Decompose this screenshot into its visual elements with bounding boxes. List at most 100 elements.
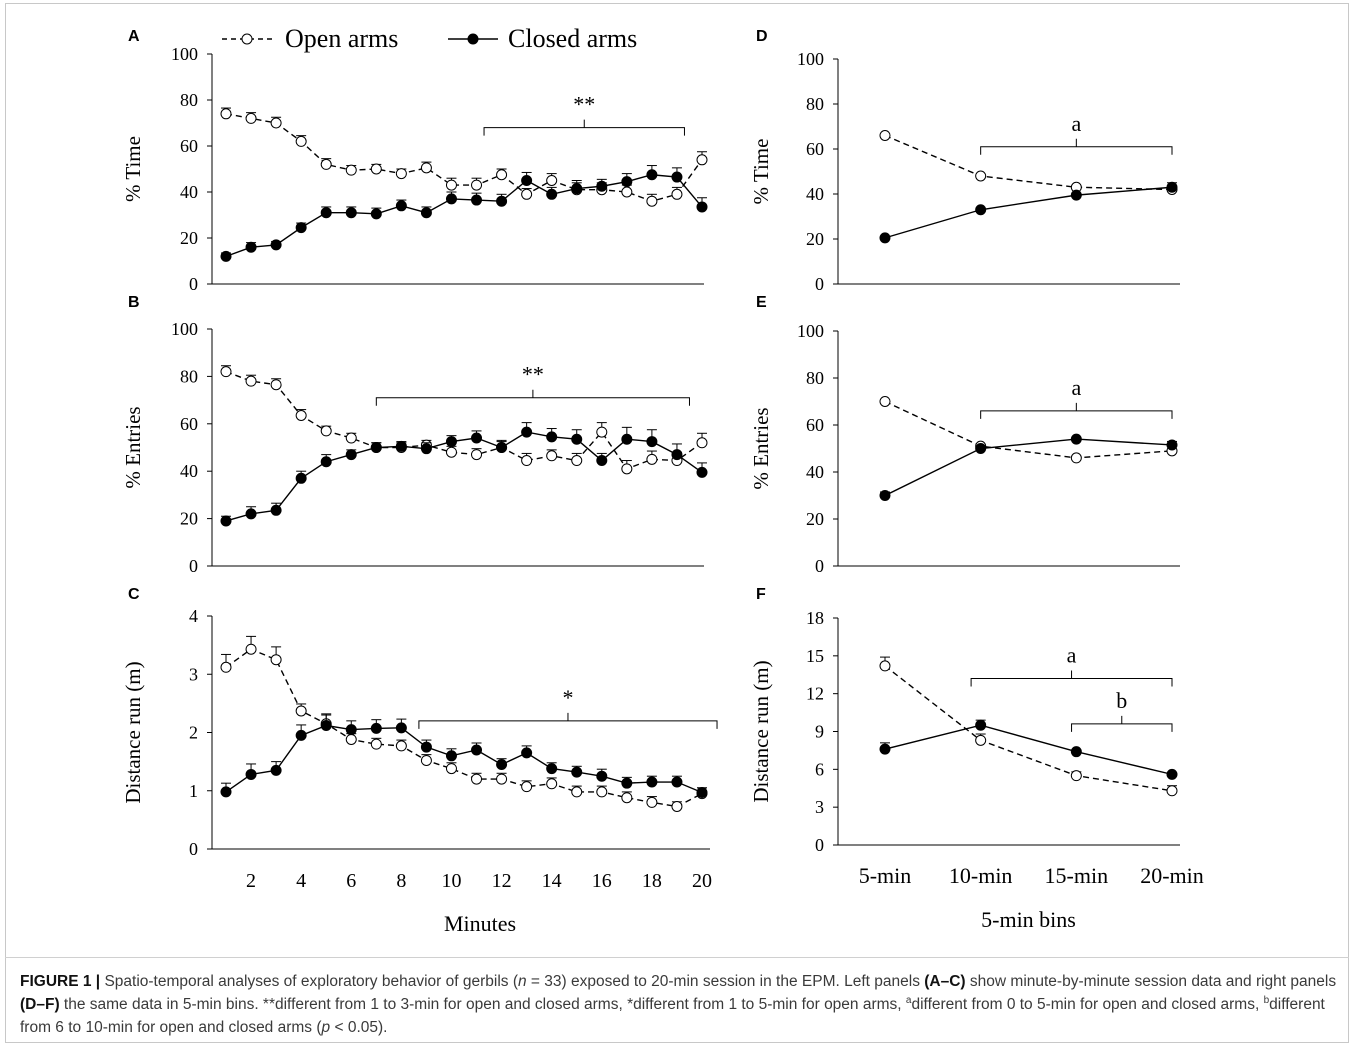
- significance-label: a: [1071, 375, 1081, 400]
- data-point: [521, 175, 533, 186]
- data-point: [320, 425, 332, 437]
- series-open-arms: [879, 656, 1178, 797]
- data-point: [879, 396, 891, 407]
- series-open-arms: [220, 635, 708, 812]
- data-point: [370, 722, 382, 734]
- data-point: [270, 504, 282, 516]
- y-tick-label: 20: [180, 509, 198, 529]
- y-tick-label: 100: [797, 321, 824, 341]
- data-point: [395, 440, 407, 452]
- series-closed-arms: [879, 433, 1178, 501]
- x-axis-label: Minutes: [444, 911, 516, 936]
- data-point: [671, 449, 683, 461]
- y-axis-label: Distance run (m): [749, 660, 773, 802]
- data-point: [270, 764, 282, 776]
- data-point: [546, 431, 558, 443]
- data-point: [571, 766, 583, 778]
- caption-text: different from 0 to 5-min for open and c…: [911, 996, 1264, 1013]
- data-point: [596, 180, 608, 192]
- data-point: [975, 443, 987, 454]
- data-point: [295, 472, 307, 484]
- x-tick-label: 14: [542, 870, 562, 892]
- y-tick-label: 3: [189, 664, 198, 684]
- chart-panel-b: B 0 20 40 60 80 100 % Entries **: [121, 294, 708, 576]
- data-point: [295, 729, 307, 741]
- legend-closed-label: Closed arms: [508, 24, 637, 53]
- data-point: [245, 508, 257, 520]
- y-tick-label: 80: [806, 94, 824, 114]
- data-point: [295, 410, 307, 422]
- x-tick-label: 20: [692, 870, 712, 892]
- data-point: [420, 741, 432, 753]
- data-point: [646, 195, 658, 207]
- series-line: [225, 174, 703, 258]
- data-point: [571, 433, 583, 445]
- caption-text: the same data in 5-min bins. **different…: [59, 996, 906, 1013]
- data-point: [345, 207, 357, 219]
- data-point: [370, 738, 382, 750]
- data-point: [671, 800, 683, 812]
- x-tick-label: 10-min: [949, 863, 1013, 888]
- data-point: [1070, 433, 1082, 445]
- data-point: [671, 188, 683, 200]
- data-point: [295, 705, 307, 717]
- y-tick-label: 3: [815, 797, 824, 817]
- data-point: [521, 188, 533, 200]
- caption-p: p: [321, 1019, 331, 1036]
- data-point: [975, 170, 987, 182]
- caption-text: = 33) exposed to 20-min session in the E…: [526, 973, 925, 990]
- series-line: [884, 665, 1173, 792]
- data-point: [571, 455, 583, 467]
- x-axis-label: 5-min bins: [981, 907, 1076, 932]
- y-tick-label: 100: [797, 49, 824, 69]
- data-point: [546, 450, 558, 462]
- data-point: [395, 168, 407, 180]
- x-tick-label: 2: [246, 870, 256, 892]
- series-closed-arms: [879, 719, 1178, 780]
- data-point: [546, 175, 558, 186]
- data-point: [395, 722, 407, 734]
- caption-sup: b: [1263, 994, 1270, 1006]
- data-point: [546, 778, 558, 790]
- y-tick-label: 100: [171, 319, 198, 339]
- significance-label: a: [1067, 643, 1077, 668]
- data-point: [975, 204, 987, 216]
- data-point: [345, 449, 357, 461]
- data-point: [345, 733, 357, 745]
- data-point: [345, 724, 357, 736]
- series-line: [884, 724, 1173, 776]
- series-closed-arms: [879, 181, 1178, 244]
- data-point: [879, 130, 891, 141]
- y-tick-label: 40: [180, 461, 198, 481]
- data-point: [1070, 746, 1082, 758]
- data-point: [521, 426, 533, 438]
- x-tick-label: 6: [346, 870, 356, 892]
- data-point: [696, 466, 708, 478]
- data-point: [1070, 189, 1082, 201]
- data-point: [596, 426, 608, 438]
- data-point: [521, 747, 533, 759]
- data-point: [696, 786, 708, 798]
- data-point: [496, 169, 508, 181]
- x-tick-label: 15-min: [1045, 863, 1109, 888]
- data-point: [696, 201, 708, 213]
- y-tick-label: 12: [806, 684, 824, 704]
- data-point: [521, 455, 533, 467]
- significance-bracket: [970, 670, 1173, 687]
- data-point: [420, 207, 432, 219]
- data-point: [270, 117, 282, 129]
- y-axis-label: % Entries: [749, 407, 773, 489]
- panel-letter: E: [756, 294, 767, 311]
- data-point: [696, 154, 708, 166]
- data-point: [1166, 439, 1178, 451]
- panel-letter: F: [756, 586, 766, 603]
- caption-separator: [5, 957, 1349, 958]
- data-point: [471, 179, 483, 191]
- data-point: [370, 208, 382, 220]
- data-point: [879, 743, 891, 755]
- panel-letter: B: [128, 294, 140, 311]
- data-point: [879, 232, 891, 244]
- data-point: [245, 768, 257, 780]
- data-point: [320, 720, 332, 732]
